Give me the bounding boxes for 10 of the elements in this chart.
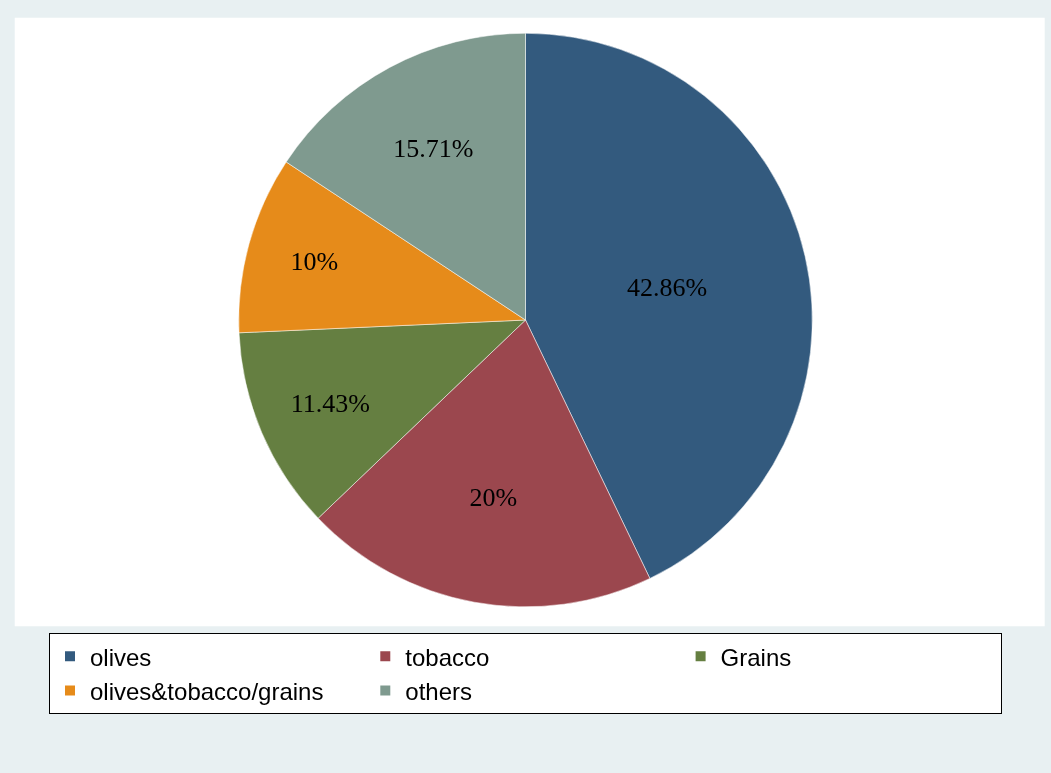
data-label: 11.43% <box>290 388 370 418</box>
legend-label: olives <box>90 643 152 671</box>
legend-label: tobacco <box>405 643 490 671</box>
data-label: 10% <box>290 247 339 277</box>
legend-label: olives&tobacco/grains <box>90 677 324 705</box>
data-label: 20% <box>469 483 518 513</box>
data-label: 15.71% <box>393 134 474 164</box>
legend-label: Grains <box>720 643 792 671</box>
data-label: 42.86% <box>626 273 708 303</box>
legend-label: others <box>405 677 472 705</box>
